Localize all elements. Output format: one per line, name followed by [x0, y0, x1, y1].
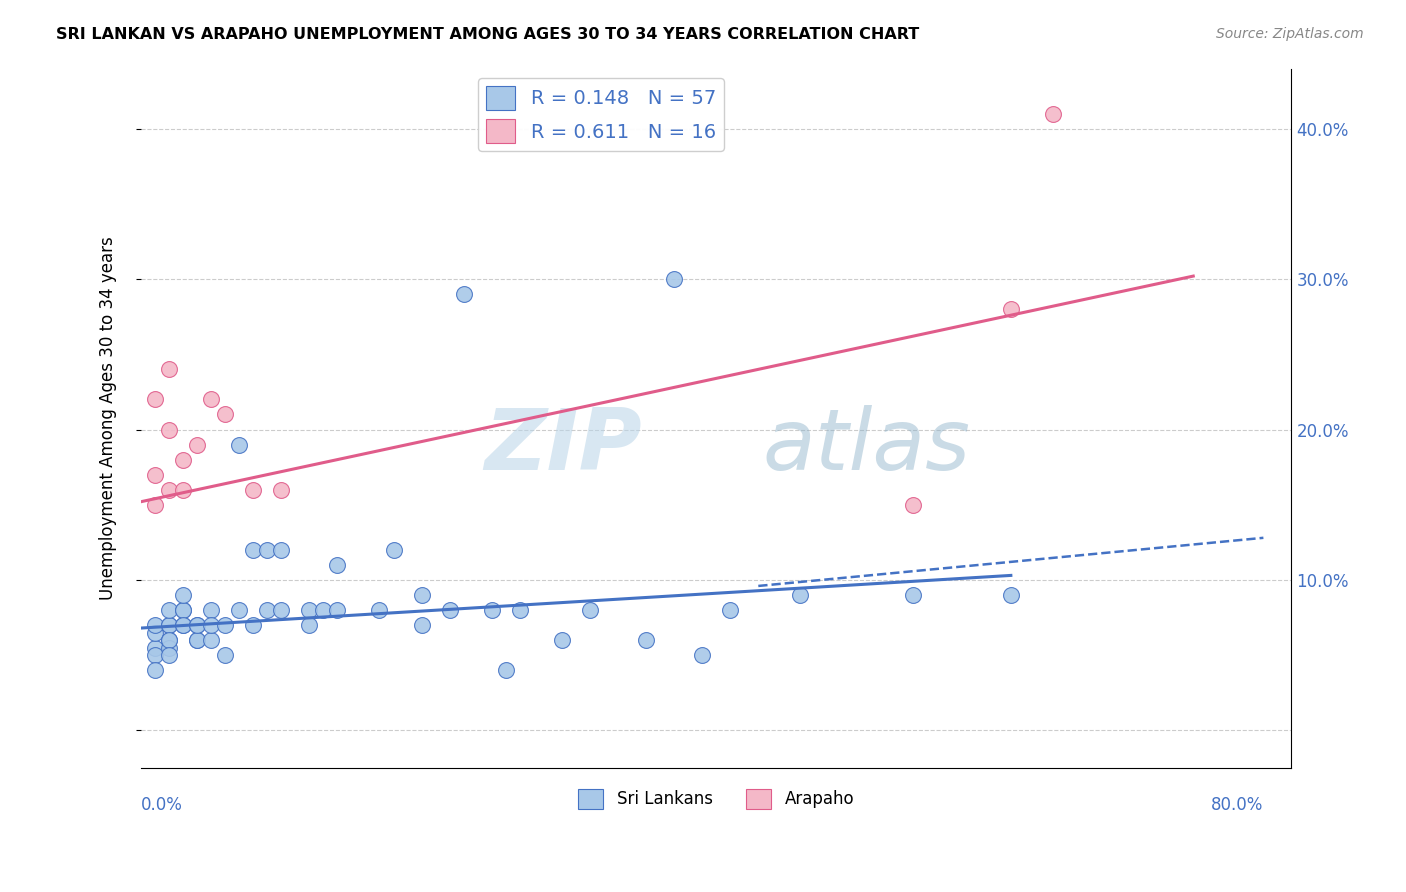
Point — [1000, 588, 1022, 602]
Point — [636, 633, 658, 648]
Point — [228, 603, 250, 617]
Point — [172, 618, 194, 632]
Point — [256, 542, 278, 557]
Text: ZIP: ZIP — [484, 405, 641, 488]
Point — [143, 467, 166, 482]
Point — [481, 603, 503, 617]
Point — [368, 603, 391, 617]
Point — [157, 618, 180, 632]
Point — [270, 542, 292, 557]
Point — [157, 633, 180, 648]
Point — [157, 483, 180, 497]
Point — [200, 603, 222, 617]
Point — [718, 603, 741, 617]
Point — [200, 633, 222, 648]
Text: 0.0%: 0.0% — [141, 796, 183, 814]
Point — [662, 272, 685, 286]
Point — [690, 648, 713, 662]
Point — [242, 542, 264, 557]
Point — [157, 603, 180, 617]
Point — [143, 640, 166, 655]
Point — [214, 648, 236, 662]
Point — [242, 618, 264, 632]
Y-axis label: Unemployment Among Ages 30 to 34 years: Unemployment Among Ages 30 to 34 years — [100, 236, 117, 600]
Point — [186, 618, 208, 632]
Point — [256, 603, 278, 617]
Point — [186, 437, 208, 451]
Point — [143, 648, 166, 662]
Point — [214, 618, 236, 632]
Point — [326, 603, 349, 617]
Text: Source: ZipAtlas.com: Source: ZipAtlas.com — [1216, 27, 1364, 41]
Point — [143, 498, 166, 512]
Point — [143, 618, 166, 632]
Point — [200, 392, 222, 407]
Point — [579, 603, 602, 617]
Point — [143, 625, 166, 640]
Point — [1000, 302, 1022, 317]
Point — [157, 640, 180, 655]
Point — [143, 392, 166, 407]
Point — [157, 423, 180, 437]
Point — [186, 633, 208, 648]
Legend: Sri Lankans, Arapaho: Sri Lankans, Arapaho — [572, 782, 860, 815]
Point — [157, 633, 180, 648]
Point — [157, 618, 180, 632]
Point — [326, 558, 349, 572]
Point — [439, 603, 461, 617]
Point — [382, 542, 405, 557]
Point — [186, 618, 208, 632]
Point — [509, 603, 531, 617]
Point — [901, 588, 924, 602]
Text: 80.0%: 80.0% — [1211, 796, 1264, 814]
Point — [551, 633, 574, 648]
Point — [157, 648, 180, 662]
Point — [172, 483, 194, 497]
Point — [200, 618, 222, 632]
Point — [411, 588, 433, 602]
Point — [789, 588, 811, 602]
Point — [270, 483, 292, 497]
Point — [172, 603, 194, 617]
Point — [1042, 106, 1064, 120]
Point — [453, 287, 475, 301]
Point — [411, 618, 433, 632]
Point — [143, 663, 166, 677]
Point — [172, 452, 194, 467]
Point — [157, 362, 180, 376]
Point — [186, 633, 208, 648]
Text: SRI LANKAN VS ARAPAHO UNEMPLOYMENT AMONG AGES 30 TO 34 YEARS CORRELATION CHART: SRI LANKAN VS ARAPAHO UNEMPLOYMENT AMONG… — [56, 27, 920, 42]
Point — [172, 588, 194, 602]
Text: atlas: atlas — [762, 405, 970, 488]
Point — [172, 603, 194, 617]
Point — [172, 618, 194, 632]
Point — [228, 437, 250, 451]
Point — [242, 483, 264, 497]
Point — [298, 603, 321, 617]
Point — [298, 618, 321, 632]
Point — [214, 408, 236, 422]
Point — [495, 663, 517, 677]
Point — [312, 603, 335, 617]
Point — [270, 603, 292, 617]
Point — [901, 498, 924, 512]
